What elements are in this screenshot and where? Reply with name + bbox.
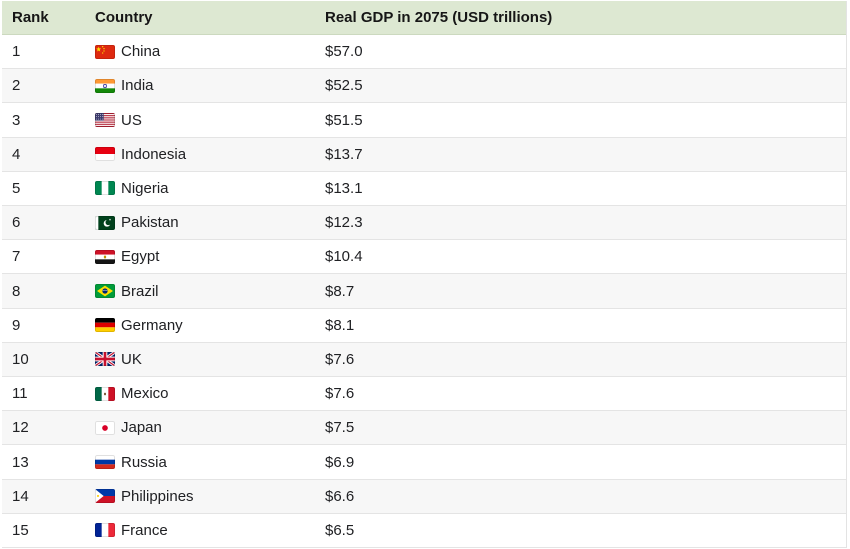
rank-cell: 14 [12, 487, 29, 505]
country-label: Philippines [121, 487, 194, 505]
country-cell: Egypt [85, 248, 315, 265]
table-row: 1 China $57.0 [2, 35, 846, 70]
country-label: Germany [121, 316, 183, 334]
country-label: China [121, 43, 161, 61]
flag-russia-icon [95, 455, 115, 470]
country-label: Nigeria [121, 179, 169, 197]
table-row: 10 UK $7.6 [2, 342, 846, 378]
value-cell: $12.3 [325, 214, 363, 232]
table-row: 15 France $6.5 [2, 513, 846, 549]
value-cell: $52.5 [325, 77, 363, 95]
country-cell: Germany [85, 317, 315, 334]
value-cell: $8.7 [325, 282, 355, 300]
table-row: 4 Indonesia $13.7 [2, 137, 846, 172]
country-label: India [121, 77, 154, 95]
country-cell: France [85, 522, 315, 539]
table-row: 14 Philippines $6.6 [2, 479, 846, 514]
country-label: UK [121, 350, 142, 368]
country-cell: Pakistan [85, 214, 315, 231]
value-cell: $6.5 [325, 521, 355, 539]
country-cell: India [85, 77, 315, 94]
value-cell: $7.6 [325, 350, 355, 368]
flag-china-icon [95, 44, 115, 59]
rank-cell: 6 [12, 214, 21, 232]
flag-brazil-icon [95, 284, 115, 299]
value-cell: $51.5 [325, 111, 363, 129]
flag-mexico-icon [95, 386, 115, 401]
rank-cell: 2 [12, 77, 21, 95]
value-cell: $7.5 [325, 419, 355, 437]
value-cell: $13.7 [325, 145, 363, 163]
flag-india-icon [95, 78, 115, 93]
rank-cell: 11 [12, 385, 28, 403]
flag-pakistan-icon [95, 215, 115, 230]
country-cell: Mexico [85, 385, 315, 402]
flag-uk-icon [95, 352, 115, 367]
flag-indonesia-icon [95, 147, 115, 162]
rank-cell: 1 [12, 43, 21, 61]
header-rank: Rank [12, 9, 49, 26]
country-cell: Russia [85, 454, 315, 471]
country-label: Russia [121, 453, 167, 471]
table-row: 11 Mexico $7.6 [2, 377, 846, 412]
rank-cell: 8 [12, 282, 21, 300]
country-label: Indonesia [121, 145, 187, 163]
table-header: Rank Country Real GDP in 2075 (USD trill… [2, 1, 846, 35]
rank-cell: 9 [12, 316, 21, 334]
country-label: Mexico [121, 385, 169, 403]
value-cell: $6.6 [325, 487, 355, 505]
country-label: Brazil [121, 282, 159, 300]
country-label: Japan [121, 419, 162, 437]
table-row: 7 Egypt $10.4 [2, 240, 846, 275]
value-cell: $57.0 [325, 43, 363, 61]
country-cell: Brazil [85, 283, 315, 300]
country-cell: Indonesia [85, 146, 315, 163]
header-country: Country [95, 9, 153, 26]
rank-cell: 3 [12, 111, 21, 129]
country-label: France [121, 521, 168, 539]
value-cell: $8.1 [325, 316, 355, 334]
country-label: US [121, 111, 142, 129]
flag-france-icon [95, 523, 115, 538]
country-cell: China [85, 43, 315, 60]
table-row: 2 India $52.5 [2, 69, 846, 104]
rank-cell: 7 [12, 248, 21, 266]
flag-nigeria-icon [95, 181, 115, 196]
rank-cell: 15 [12, 521, 29, 539]
value-cell: $13.1 [325, 179, 363, 197]
table-row: 3 US $51.5 [2, 103, 846, 138]
rank-cell: 12 [12, 419, 29, 437]
flag-japan-icon [95, 420, 115, 435]
flag-egypt-icon [95, 249, 115, 264]
table-body: 1 China $57.0 2 India $52.5 3 US $51.5 4… [2, 35, 846, 549]
table-row: 6 Pakistan $12.3 [2, 206, 846, 241]
country-label: Egypt [121, 248, 160, 266]
table-row: 8 Brazil $8.7 [2, 274, 846, 309]
value-cell: $6.9 [325, 453, 355, 471]
country-cell: Nigeria [85, 180, 315, 197]
table-row: 13 Russia $6.9 [2, 445, 846, 480]
table-row: 5 Nigeria $13.1 [2, 171, 846, 207]
table-row: 9 Germany $8.1 [2, 308, 846, 343]
flag-philippines-icon [95, 489, 115, 504]
value-cell: $7.6 [325, 385, 355, 403]
flag-us-icon [95, 113, 115, 127]
rank-cell: 5 [12, 179, 21, 197]
country-cell: US [85, 112, 315, 129]
country-cell: Japan [85, 419, 315, 436]
rank-cell: 4 [12, 145, 21, 163]
header-value: Real GDP in 2075 (USD trillions) [325, 9, 553, 26]
country-cell: Philippines [85, 488, 315, 505]
value-cell: $10.4 [325, 248, 363, 266]
country-label: Pakistan [121, 214, 179, 232]
rank-cell: 10 [12, 350, 29, 368]
table-row: 12 Japan $7.5 [2, 411, 846, 446]
flag-germany-icon [95, 318, 115, 333]
rank-cell: 13 [12, 453, 29, 471]
country-cell: UK [85, 351, 315, 368]
